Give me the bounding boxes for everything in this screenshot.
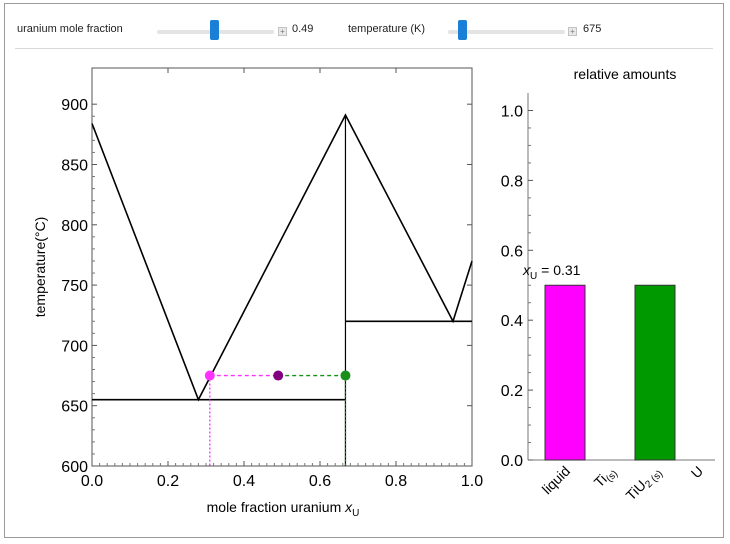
uranium-slider-label: uranium mole fraction [17,23,123,35]
bar-0 [544,284,586,461]
uranium-slider-value: 0.49 [292,23,314,35]
liquid-composition-point [204,370,215,381]
bar-category-label: TiU2 (s) [623,463,666,506]
y-tick-label: 700 [61,338,88,355]
y-tick-label: 750 [61,278,88,295]
bar-y-tick-label: 0.6 [501,243,523,260]
x-tick-label: 1.0 [461,473,483,490]
y-tick-label: 850 [61,157,88,174]
y-tick-label: 900 [61,97,88,114]
relative-amounts-chart: relative amounts 0.0 0.2 0.4 0.6 0.8 1.0 liqu… [501,66,715,506]
controls-divider [15,48,713,49]
temperature-slider-label: temperature (K) [348,23,426,35]
x-tick-label: 0.8 [385,473,407,490]
bar-category-label: Ti(s) [591,463,621,493]
bar-y-tick-label: 1.0 [501,103,523,120]
bar-category-label: liquid [539,463,573,497]
x-tick-label: 0.0 [81,473,103,490]
liquidus-line [91,113,473,402]
uranium-slider-expand-icon[interactable]: + [278,27,287,36]
temperature-slider-value: 675 [583,23,602,35]
phase-diagram-y-label: temperature(°C) [32,217,48,318]
y-tick-label: 600 [61,459,88,476]
bar-y-tick-label: 0.0 [501,453,523,470]
x-tick-label: 0.4 [233,473,255,490]
phase-diagram-x-label: mole fraction uranium xU [207,499,360,519]
solid-composition-point [340,370,351,381]
temperature-slider-thumb[interactable] [458,20,468,40]
demo-panel: uranium mole fraction + 0.49 temperature… [4,3,724,538]
controls-bar: uranium mole fraction + 0.49 temperature… [5,4,723,50]
y-tick-label: 650 [61,399,88,416]
bar-2 [634,284,676,461]
temperature-slider-expand-icon[interactable]: + [568,27,577,36]
x-tick-label: 0.6 [309,473,331,490]
bar-chart-title: relative amounts [574,66,677,82]
bar-y-tick-label: 0.2 [501,383,523,400]
x-tick-label: 0.2 [157,473,179,490]
bar-y-tick-label: 0.8 [501,173,523,190]
phase-diagram: 600 650 700 750 800 850 900 0.0 0.2 0.4 0.6 0.8 1.0… [32,67,483,519]
bar-category-label: U [688,463,706,481]
temperature-slider-track[interactable] [448,20,565,40]
uranium-slider-thumb[interactable] [209,20,219,40]
phase-diagram-frame [91,67,473,467]
bar-chart-annotation: xU = 0.31 [522,262,581,282]
uranium-slider-track[interactable] [157,20,274,40]
y-tick-label: 800 [61,218,88,235]
bar-y-tick-label: 0.4 [501,313,523,330]
overall-composition-point [273,370,284,381]
